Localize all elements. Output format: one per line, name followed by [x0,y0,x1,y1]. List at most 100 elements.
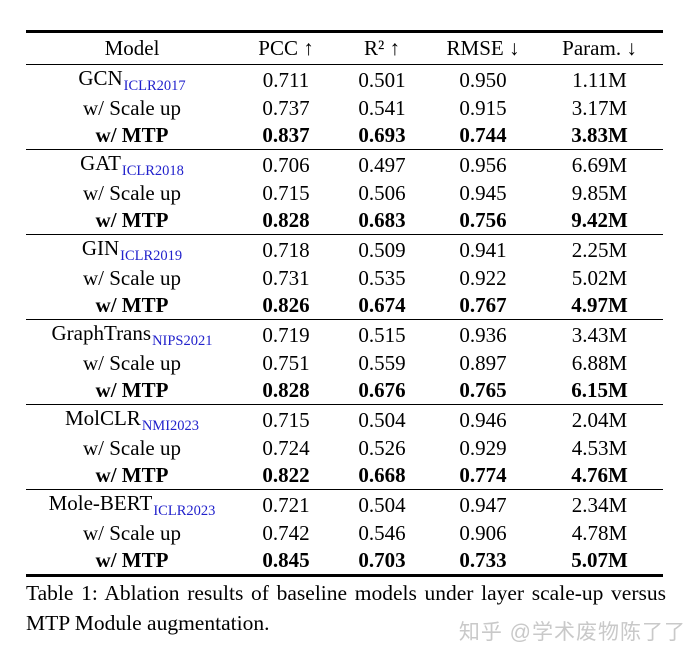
model-cell: w/ MTP [26,207,238,235]
value-cell: 0.535 [358,266,406,290]
model-name: w/ Scale up [83,266,181,290]
model-name: MolCLR [64,406,141,430]
model-cell: w/ Scale up [26,265,238,292]
zhihu-watermark: 知乎 @学术废物陈了了 [458,621,686,644]
value-cell: 3.17M [571,96,628,120]
value-cell: 0.668 [358,463,406,487]
column-header-rmse: RMSE ↓ [430,31,536,65]
value-cell: 0.774 [459,463,507,487]
model-cell: w/ MTP [26,292,238,320]
column-header-model: Model [26,31,238,65]
model-name: GraphTrans [51,321,152,345]
value-cell: 0.826 [262,293,310,317]
value-cell: 0.676 [358,378,406,402]
value-cell: 0.718 [238,234,334,265]
value-cell: 0.756 [459,208,507,232]
value-cell: 0.929 [459,436,507,460]
value-cell: 3.83M [571,123,628,147]
column-header-r2: R² ↑ [334,31,430,65]
table-caption: Table 1: Ablation results of baseline mo… [26,581,666,635]
table-row: w/ Scale up 0.742 0.546 0.906 4.78M [26,520,663,547]
model-name: GIN [81,236,120,260]
value-cell: 0.837 [262,123,310,147]
value-cell: 0.828 [262,378,310,402]
value-cell: 0.767 [459,293,507,317]
column-header-param: Param. ↓ [536,31,663,65]
model-cell: w/ MTP [26,547,238,576]
value-cell: 0.941 [430,234,536,265]
value-cell: 5.07M [571,548,628,572]
value-cell: 0.828 [262,208,310,232]
model-name: w/ MTP [95,548,169,572]
value-cell: 0.719 [238,319,334,350]
table-row: Mole-BERTICLR2023 0.721 0.504 0.947 2.34M [26,489,663,520]
value-cell: 3.43M [536,319,663,350]
venue-subscript: ICLR2023 [153,503,216,519]
value-cell: 0.526 [358,436,406,460]
table-row: w/ MTP 0.828 0.683 0.756 9.42M [26,207,663,235]
value-cell: 1.11M [536,64,663,95]
model-cell: w/ MTP [26,122,238,150]
value-cell: 0.742 [262,521,310,545]
value-cell: 9.42M [571,208,628,232]
value-cell: 0.724 [262,436,310,460]
table-header: Model PCC ↑ R² ↑ RMSE ↓ Param. ↓ [26,31,663,65]
table-row: w/ Scale up 0.715 0.506 0.945 9.85M [26,180,663,207]
table-row: w/ MTP 0.837 0.693 0.744 3.83M [26,122,663,150]
value-cell: 0.674 [358,293,406,317]
results-table: Model PCC ↑ R² ↑ RMSE ↓ Param. ↓ GCNICLR… [26,30,663,577]
value-cell: 0.693 [358,123,406,147]
value-cell: 0.897 [459,351,507,375]
model-name: w/ Scale up [83,96,181,120]
value-cell: 0.946 [430,404,536,435]
model-cell: w/ Scale up [26,350,238,377]
model-cell: w/ Scale up [26,180,238,207]
table-row: w/ MTP 0.826 0.674 0.767 4.97M [26,292,663,320]
value-cell: 0.711 [238,64,334,95]
value-cell: 2.34M [536,489,663,520]
model-cell: w/ Scale up [26,95,238,122]
value-cell: 6.15M [571,378,628,402]
value-cell: 0.744 [459,123,507,147]
value-cell: 0.515 [334,319,430,350]
value-cell: 0.765 [459,378,507,402]
value-cell: 0.731 [262,266,310,290]
model-cell: w/ MTP [26,462,238,490]
table-body: GCNICLR2017 0.711 0.501 0.950 1.11M w/ Scale … [26,64,663,576]
value-cell: 0.715 [238,404,334,435]
value-cell: 0.945 [459,181,507,205]
model-name: Mole-BERT [48,491,153,515]
value-cell: 2.04M [536,404,663,435]
model-cell: w/ MTP [26,377,238,405]
value-cell: 4.53M [571,436,628,460]
value-cell: 0.947 [430,489,536,520]
table-row: GCNICLR2017 0.711 0.501 0.950 1.11M [26,64,663,95]
value-cell: 0.906 [459,521,507,545]
value-cell: 0.497 [334,149,430,180]
table-row: GATICLR2018 0.706 0.497 0.956 6.69M [26,149,663,180]
value-cell: 0.504 [334,404,430,435]
venue-subscript: ICLR2018 [121,163,184,179]
table-row: w/ MTP 0.822 0.668 0.774 4.76M [26,462,663,490]
model-cell: GraphTransNIPS2021 [26,319,238,350]
value-cell: 0.715 [262,181,310,205]
value-cell: 0.501 [334,64,430,95]
column-header-pcc: PCC ↑ [238,31,334,65]
value-cell: 0.559 [358,351,406,375]
value-cell: 0.546 [358,521,406,545]
table-row: w/ MTP 0.845 0.703 0.733 5.07M [26,547,663,576]
value-cell: 0.506 [358,181,406,205]
header-row: Model PCC ↑ R² ↑ RMSE ↓ Param. ↓ [26,31,663,65]
table-row: w/ Scale up 0.731 0.535 0.922 5.02M [26,265,663,292]
model-name: w/ Scale up [83,436,181,460]
model-name: w/ MTP [95,123,169,147]
model-name: w/ MTP [95,378,169,402]
model-name: w/ Scale up [83,181,181,205]
value-cell: 0.922 [459,266,507,290]
value-cell: 4.78M [571,521,628,545]
value-cell: 0.683 [358,208,406,232]
table-row: w/ MTP 0.828 0.676 0.765 6.15M [26,377,663,405]
venue-subscript: NMI2023 [141,418,200,434]
model-cell: GINICLR2019 [26,234,238,265]
model-name: w/ MTP [95,463,169,487]
